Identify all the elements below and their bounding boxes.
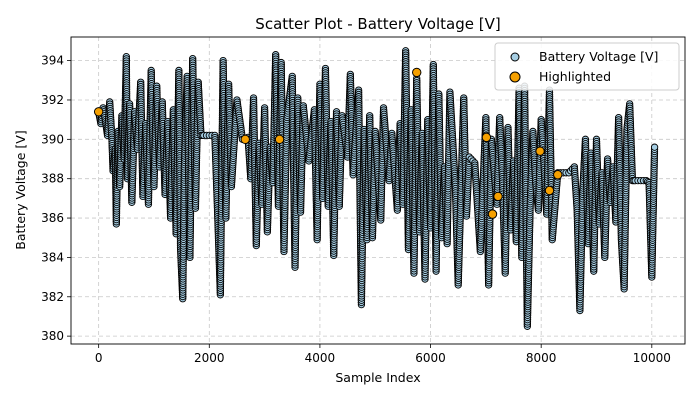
data-series-points	[95, 47, 659, 330]
chart-title: Scatter Plot - Battery Voltage [V]	[255, 15, 500, 33]
